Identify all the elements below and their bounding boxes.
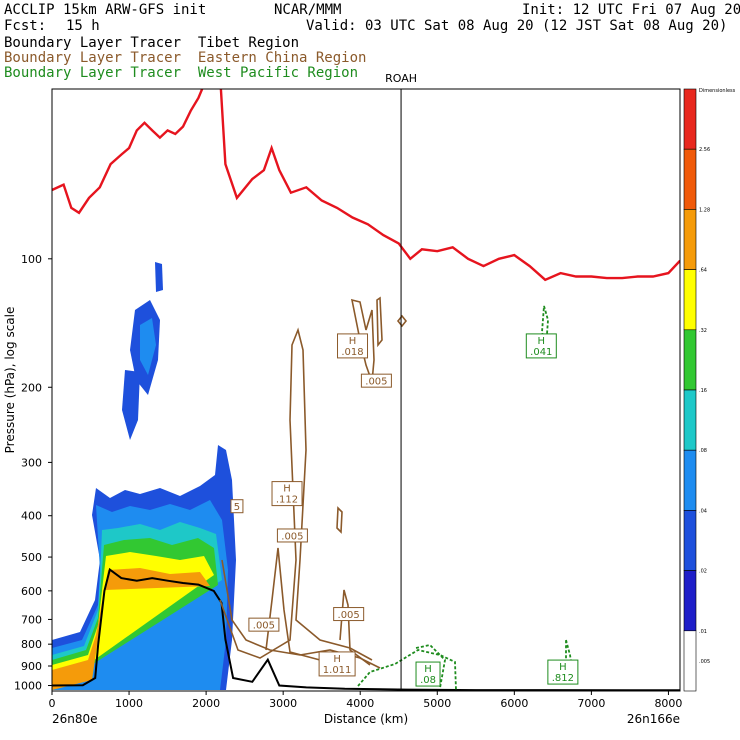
svg-text:.005: .005: [365, 377, 387, 388]
eastern-china-contour-8: [396, 314, 408, 328]
colorbar-level-label: .02: [699, 569, 707, 575]
svg-text:H: H: [538, 336, 546, 347]
colorbar-level-label: .01: [699, 629, 707, 635]
x-tick-label: 8000: [654, 697, 682, 710]
colorbar-segment: [683, 148, 697, 210]
x-tick-label: 6000: [500, 697, 528, 710]
x-start-label: 26n80e: [52, 712, 98, 726]
contour-label: H.018: [337, 333, 369, 359]
y-axis-label: Pressure (hPa), log scale: [3, 307, 17, 454]
y-tick-label: 1000: [14, 680, 42, 693]
legend-west-pacific: Boundary Layer Tracer West Pacific Regio…: [4, 65, 359, 81]
colorbar-level-label: 2.56: [699, 147, 710, 153]
contour-label: .005: [333, 607, 365, 622]
x-tick-label: 4000: [346, 697, 374, 710]
colorbar-segment: [683, 209, 697, 270]
svg-text:5: 5: [234, 502, 240, 513]
upper-tracer-blob-c: [122, 370, 140, 440]
contour-label: H.041: [525, 333, 557, 359]
west-pacific-contour-2: [415, 644, 446, 689]
y-tick-label: 200: [21, 381, 42, 394]
x-end-label: 26n166e: [627, 712, 680, 726]
fcst-value: 15 h: [66, 18, 100, 34]
contour-label: H.812: [547, 659, 579, 685]
colorbar-level-label: .32: [699, 328, 707, 334]
svg-text:H: H: [559, 662, 567, 673]
fcst-label: Fcst:: [4, 18, 47, 34]
eastern-china-contour-7: [376, 296, 383, 348]
upper-tracer-blob-b: [140, 318, 156, 375]
west-pacific-contour-1: [357, 649, 457, 691]
eastern-china-contour-6: [336, 506, 343, 534]
upper-tracer-blob-d: [155, 262, 163, 292]
x-axis-label: Distance (km): [324, 712, 408, 726]
y-tick-label: 800: [21, 638, 42, 651]
svg-text:.005: .005: [281, 531, 303, 542]
contour-label: 5: [230, 499, 244, 514]
svg-text:.005: .005: [338, 610, 360, 621]
svg-text:H: H: [333, 654, 341, 665]
org-label: NCAR/MMM: [274, 2, 342, 18]
legend-eastern-china: Boundary Layer Tracer Eastern China Regi…: [4, 50, 367, 66]
colorbar-segment: [683, 88, 697, 150]
colorbar-segment: [683, 389, 697, 451]
eastern-china-contour-4: [339, 589, 371, 666]
colorbar-segment: [683, 269, 697, 331]
colorbar-segment: [683, 449, 697, 511]
colorbar-segment: [683, 510, 697, 571]
eastern-china-contour-3: [265, 547, 321, 661]
colorbar-level-label: .04: [699, 508, 707, 514]
svg-text:.812: .812: [552, 673, 574, 684]
y-tick-label: 400: [21, 510, 42, 523]
tropopause-line: [52, 89, 680, 282]
svg-text:.041: .041: [530, 347, 552, 358]
legend-tibet: Boundary Layer Tracer Tibet Region: [4, 35, 300, 51]
colorbar-segment: [683, 630, 697, 692]
roah-label: ROAH: [385, 72, 417, 85]
colorbar-level-label: .64: [699, 268, 707, 274]
plot-frame: [51, 88, 681, 692]
colorbar-level-label: 1.28: [699, 207, 710, 213]
colorbar-segment: [683, 570, 697, 632]
contour-label: H1.011: [318, 651, 356, 677]
init-time: Init: 12 UTC Fri 07 Aug 20: [522, 2, 740, 18]
colorbar-level-label: .08: [699, 448, 707, 454]
svg-text:H: H: [424, 664, 432, 675]
model-title: ACCLIP 15km ARW-GFS init: [4, 2, 207, 18]
svg-text:.005: .005: [253, 621, 275, 632]
svg-text:.08: .08: [420, 675, 436, 686]
colorbar-level-label: .005: [699, 659, 710, 665]
contour-label: .005: [360, 373, 392, 388]
colorbar-segment: [683, 329, 697, 391]
terrain-line: [52, 567, 680, 691]
y-tick-label: 500: [21, 551, 42, 564]
y-tick-label: 300: [21, 456, 42, 469]
tibet-tracer-fill-orange: [52, 568, 210, 690]
svg-text:H: H: [349, 336, 357, 347]
colorbar: Dimensionless 2.56 1.28 .64 .32 .16 .08 .04 .02.…: [683, 88, 736, 692]
y-tick-label: 600: [21, 585, 42, 598]
x-tick-label: 7000: [577, 697, 605, 710]
x-tick-label: 2000: [192, 697, 220, 710]
colorbar-title: Dimensionless: [699, 88, 736, 94]
colorbar-level-label: .16: [699, 388, 707, 394]
y-tick-label: 900: [21, 660, 42, 673]
contour-label: .005: [248, 617, 280, 632]
x-tick-label: 0: [49, 697, 56, 710]
x-tick-label: 1000: [115, 697, 143, 710]
y-tick-label: 700: [21, 613, 42, 626]
svg-text:1.011: 1.011: [323, 665, 352, 676]
x-tick-label: 5000: [423, 697, 451, 710]
contour-label: H.08: [415, 661, 441, 687]
contour-label: .005: [276, 528, 308, 543]
x-tick-label: 3000: [269, 697, 297, 710]
y-tick-label: 100: [21, 253, 42, 266]
valid-time: Valid: 03 UTC Sat 08 Aug 20 (12 JST Sat …: [306, 18, 728, 34]
svg-text:.112: .112: [276, 495, 298, 506]
contour-label: H.112: [271, 481, 303, 507]
svg-text:.018: .018: [341, 347, 363, 358]
svg-text:H: H: [283, 484, 291, 495]
eastern-china-contour-2: [219, 327, 373, 661]
